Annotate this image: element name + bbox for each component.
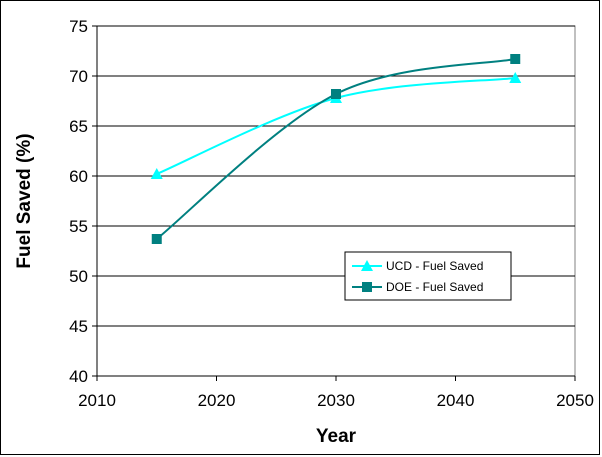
x-axis-ticks: 2010 2020 2030 2040 2050 xyxy=(78,375,594,410)
y-axis-ticks: 40 45 50 55 60 65 70 75 xyxy=(69,17,98,386)
data-point-square xyxy=(510,54,521,64)
y-tick-label: 50 xyxy=(69,267,88,286)
y-tick-label: 45 xyxy=(69,317,88,336)
data-point-triangle xyxy=(509,72,522,83)
data-point-square xyxy=(151,234,162,244)
data-point-triangle xyxy=(150,168,163,179)
x-tick-label: 2030 xyxy=(317,391,355,410)
data-point-square xyxy=(331,89,341,99)
y-axis-title: Fuel Saved (%) xyxy=(14,133,35,268)
y-tick-label: 70 xyxy=(69,67,88,86)
y-tick-label: 60 xyxy=(69,167,88,186)
legend-swatch-marker xyxy=(362,282,372,292)
legend: UCD - Fuel Saved DOE - Fuel Saved xyxy=(344,251,512,301)
y-tick-label: 40 xyxy=(69,367,88,386)
legend-box xyxy=(344,251,512,301)
legend-swatch-marker xyxy=(361,260,373,271)
y-tick-label: 65 xyxy=(69,117,88,136)
y-tick-label: 75 xyxy=(69,17,88,36)
x-axis-title: Year xyxy=(316,426,357,447)
series-group xyxy=(150,54,522,244)
x-tick-label: 2020 xyxy=(198,391,236,410)
legend-label: UCD - Fuel Saved xyxy=(386,259,483,273)
x-tick-label: 2040 xyxy=(437,391,475,410)
legend-label: DOE - Fuel Saved xyxy=(386,280,483,294)
x-tick-label: 2050 xyxy=(556,391,594,410)
y-tick-label: 55 xyxy=(69,217,88,236)
x-tick-label: 2010 xyxy=(78,391,116,410)
grid-lines xyxy=(97,25,575,327)
